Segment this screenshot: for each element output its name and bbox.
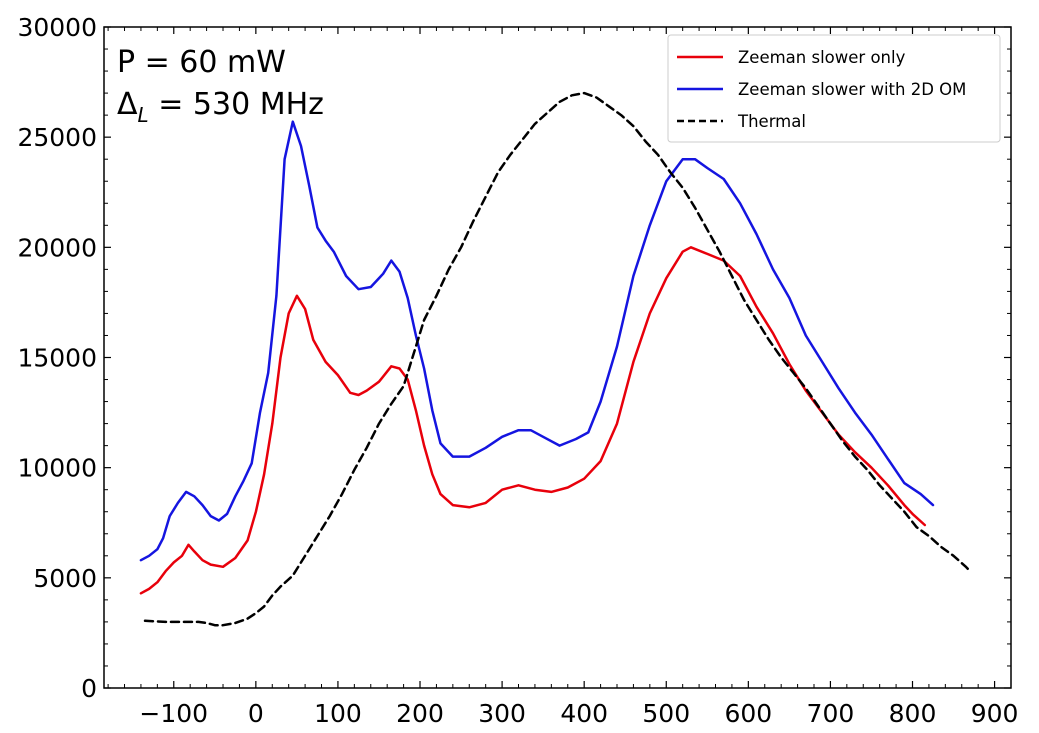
annotation-detuning-subscript: L [138,103,149,127]
series-line-zeeman-only [139,246,927,595]
x-tick-label: 400 [560,699,608,728]
y-tick-label: 10000 [17,454,97,483]
series-layer [139,91,972,627]
annotation-detuning: ΔL = 530 MHz [117,87,324,127]
y-tick-label: 25000 [17,123,97,152]
x-tick-label: 700 [807,699,855,728]
legend-box [667,34,1001,143]
legend-label-zeeman-only: Zeeman slower only [738,48,906,67]
series-line-zeeman-2d-om [139,120,935,562]
x-tick-label: 800 [889,699,937,728]
annotation-power-text: P = 60 mW [117,45,286,80]
y-tick-label: 30000 [17,13,97,42]
x-tick-label: 300 [478,699,526,728]
y-tick-label: 0 [81,674,97,703]
x-tick-label: 200 [396,699,444,728]
x-tick-label: 500 [642,699,690,728]
y-tick-label: 15000 [17,344,97,373]
legend-label-zeeman-2d-om: Zeeman slower with 2D OM [738,80,966,99]
annotation-detuning-symbol: Δ [117,87,138,122]
ticks-layer [104,26,1011,689]
x-tick-label: −100 [139,699,208,728]
annotation-detuning-value: = 530 MHz [149,87,324,122]
series-line-thermal [143,91,972,627]
legend-entry-zeeman-only: Zeeman slower only [677,48,906,67]
x-tick-label: 0 [248,699,264,728]
x-tick-label: 600 [724,699,772,728]
annotation-power: P = 60 mW [117,45,286,80]
legend-entry-zeeman-2d-om: Zeeman slower with 2D OM [677,80,966,99]
legend: Zeeman slower only Zeeman slower with 2D… [667,34,1001,143]
legend-label-thermal: Thermal [737,112,806,131]
x-tick-label: 100 [314,699,362,728]
y-tick-label: 20000 [17,233,97,262]
tick-labels-layer: −100 0 100 200 300 400 500 600 700 800 900 0 5000 100… [17,13,1018,728]
y-tick-label: 5000 [33,564,97,593]
plot-frame [103,26,1012,689]
annotation-detuning-text: ΔL = 530 MHz [117,87,324,127]
x-tick-label: 900 [971,699,1019,728]
legend-entry-thermal: Thermal [677,112,806,131]
